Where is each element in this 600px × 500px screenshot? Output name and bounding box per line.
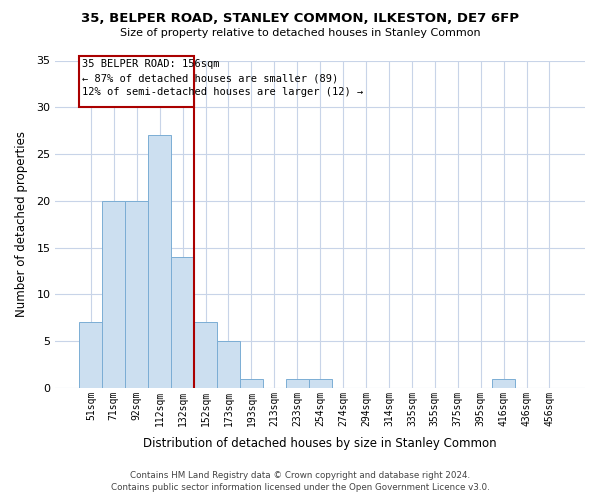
Text: 35 BELPER ROAD: 156sqm
← 87% of detached houses are smaller (89)
12% of semi-det: 35 BELPER ROAD: 156sqm ← 87% of detached… (82, 58, 363, 98)
Bar (103, 201, 125, 388)
FancyBboxPatch shape (79, 56, 194, 108)
Bar (240, 378, 263, 388)
Bar (308, 378, 332, 388)
Bar (492, 378, 515, 388)
Text: Contains HM Land Registry data © Crown copyright and database right 2024.
Contai: Contains HM Land Registry data © Crown c… (110, 471, 490, 492)
Bar (79, 322, 103, 388)
Bar (148, 136, 171, 388)
Bar (171, 257, 194, 388)
Text: 35, BELPER ROAD, STANLEY COMMON, ILKESTON, DE7 6FP: 35, BELPER ROAD, STANLEY COMMON, ILKESTO… (81, 12, 519, 26)
Bar (194, 322, 217, 388)
Bar (125, 201, 148, 388)
Bar (217, 341, 240, 388)
X-axis label: Distribution of detached houses by size in Stanley Common: Distribution of detached houses by size … (143, 437, 497, 450)
Bar (286, 378, 308, 388)
Y-axis label: Number of detached properties: Number of detached properties (15, 131, 28, 317)
Text: Size of property relative to detached houses in Stanley Common: Size of property relative to detached ho… (119, 28, 481, 38)
